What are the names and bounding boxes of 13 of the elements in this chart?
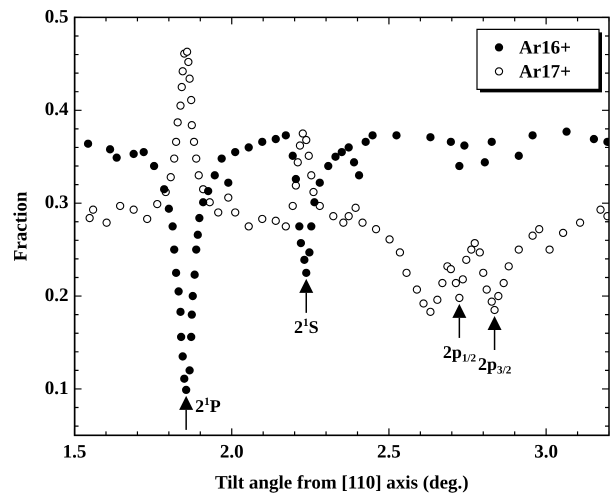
y-tick-label: 0.5 <box>44 6 69 28</box>
x-tick-label: 2.0 <box>220 442 244 463</box>
x-tick-label: 3.0 <box>534 442 558 463</box>
y-tick-label: 0.2 <box>44 284 69 306</box>
y-tick-label: 0.1 <box>44 378 69 399</box>
legend-label: Ar17+ <box>519 61 571 82</box>
x-axis-title: Tilt angle from [110] axis (deg.) <box>214 472 469 494</box>
y-axis-title: Fraction <box>10 191 32 262</box>
y-tick-label: 0.3 <box>44 192 69 214</box>
x-tick-label: 1.5 <box>62 442 86 463</box>
y-tick-label: 0.4 <box>44 99 70 120</box>
x-tick-label: 2.5 <box>377 442 401 463</box>
legend-label: Ar16+ <box>519 37 571 58</box>
